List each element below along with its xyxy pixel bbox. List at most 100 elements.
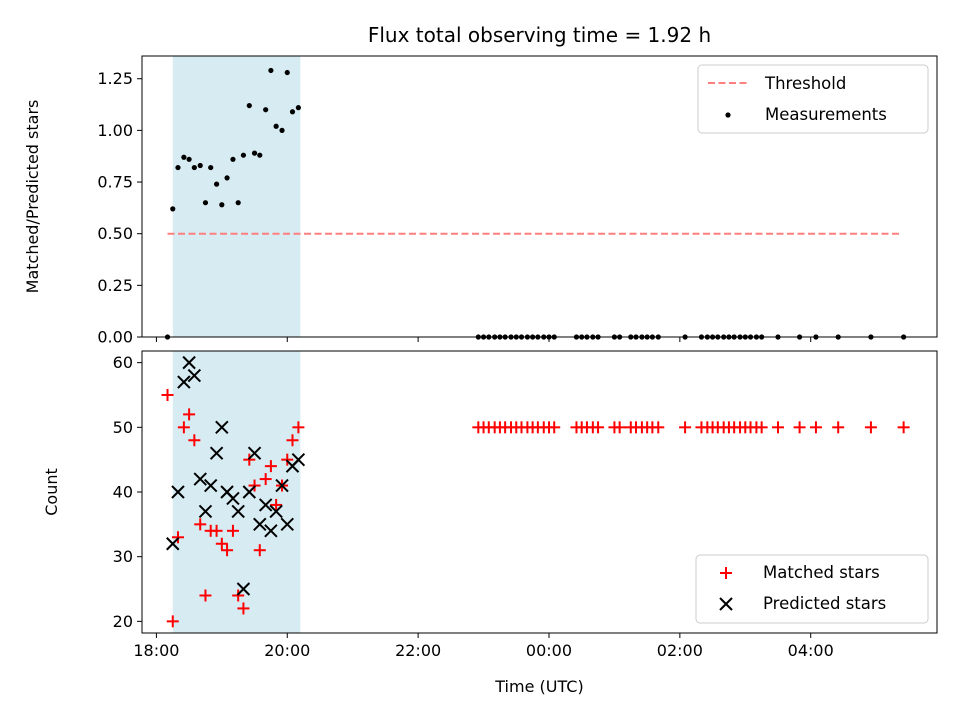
top-y-tick-label: 1.25	[97, 69, 133, 88]
bottom-x-ticks: 18:00 20:00 22:00 00:00 02:00 04:00	[133, 633, 834, 660]
matched-star-point	[161, 388, 174, 401]
bottom-y-tick-label: 50	[113, 418, 133, 437]
matched-star-point	[679, 421, 692, 434]
matched-star-point	[194, 518, 207, 531]
matched-star-point	[613, 421, 626, 434]
bottom-y-ticks: 20 30 40 50 60	[113, 353, 142, 631]
measurement-point	[295, 105, 301, 111]
top-x-ticks	[155, 337, 812, 342]
bottom-y-tick-label: 40	[113, 483, 133, 502]
matched-star-point	[264, 460, 277, 473]
measurement-point	[170, 206, 176, 212]
predicted-star-point	[236, 582, 251, 596]
legend-matched-label: Matched stars	[763, 563, 880, 582]
legend-predicted-label: Predicted stars	[763, 594, 886, 613]
matched-star-point	[166, 615, 179, 628]
matched-star-point	[259, 473, 272, 486]
predicted-star-point	[215, 420, 229, 435]
predicted-star-point	[269, 504, 283, 519]
top-y-tick-label: 0.00	[97, 328, 133, 347]
bottom-x-tick-label: 22:00	[395, 641, 441, 660]
matched-star-point	[270, 498, 283, 511]
measurement-point	[219, 202, 225, 208]
predicted-star-point	[226, 491, 240, 506]
bottom-shaded-region	[172, 351, 301, 633]
matched-star-point	[237, 602, 250, 615]
matched-star-point	[292, 421, 305, 434]
predicted-star-point	[264, 524, 278, 538]
matched-star-point	[210, 524, 223, 537]
top-legend-box	[697, 64, 929, 134]
x-axis-label: Time (UTC)	[494, 677, 583, 696]
measurements-series	[164, 67, 907, 340]
measurement-point	[230, 156, 236, 162]
bottom-x-tick-label: 00:00	[526, 641, 572, 660]
measurement-point	[197, 162, 203, 169]
matched-star-point	[755, 421, 768, 434]
bottom-x-tick-label: 18:00	[133, 641, 179, 660]
matched-star-point	[897, 421, 910, 434]
measurement-point	[251, 150, 258, 156]
bottom-legend-box	[695, 554, 929, 624]
matched-star-point	[215, 537, 228, 550]
bottom-x-tick-label: 20:00	[264, 641, 310, 660]
matched-star-point	[864, 421, 877, 434]
measurement-point	[202, 200, 209, 206]
legend-measurements-label: Measurements	[765, 105, 887, 124]
predicted-star-point	[198, 504, 213, 519]
predicted-stars-series	[166, 355, 306, 596]
matched-star-point	[832, 421, 845, 434]
bottom-axes-frame	[141, 350, 938, 634]
bottom-y-tick-label: 60	[113, 353, 133, 372]
matched-star-point	[199, 589, 212, 602]
measurement-point	[208, 164, 214, 171]
measurement-point	[257, 152, 263, 158]
top-y-tick-label: 0.75	[97, 173, 133, 192]
measurement-point	[181, 154, 187, 160]
top-y-ticks: 0.00 0.25 0.50 0.75 1.00 1.25	[97, 69, 142, 347]
bottom-y-axis-label: Count	[42, 468, 61, 516]
measurement-point	[235, 200, 241, 206]
matched-star-point	[226, 524, 239, 537]
measurement-point	[175, 164, 181, 171]
top-y-tick-label: 0.50	[97, 224, 133, 243]
matched-star-point	[253, 544, 266, 557]
top-y-tick-label: 0.25	[97, 276, 133, 295]
measurement-point	[273, 123, 279, 129]
predicted-star-point	[187, 368, 202, 383]
matched-star-point	[188, 434, 201, 447]
predicted-star-point	[253, 517, 267, 532]
top-legend: Threshold Measurements	[697, 64, 929, 134]
matched-star-point	[177, 421, 190, 434]
predicted-star-point	[275, 478, 289, 493]
top-plot: 0.00 0.25 0.50 0.75 1.00 1.25 Flux total obse…	[23, 23, 938, 347]
measurement-point	[268, 67, 274, 74]
matched-star-point	[221, 544, 234, 557]
top-shaded-region	[172, 56, 301, 337]
measurement-point	[240, 152, 247, 158]
predicted-star-point	[182, 355, 196, 370]
measurement-point	[224, 175, 230, 181]
predicted-star-point	[231, 504, 245, 519]
matched-star-point	[548, 421, 561, 434]
measurement-point	[279, 127, 285, 133]
predicted-star-point	[203, 478, 218, 493]
top-y-axis-label: Matched/Predicted stars	[23, 100, 42, 294]
measurement-point	[284, 69, 290, 76]
bottom-legend: Matched stars Predicted stars	[695, 554, 929, 624]
measurement-point	[246, 102, 252, 109]
bottom-x-tick-label: 02:00	[657, 641, 703, 660]
matched-star-point	[183, 408, 196, 421]
matched-star-point	[652, 421, 665, 434]
predicted-star-point	[291, 452, 306, 467]
predicted-star-point	[193, 472, 207, 486]
measurement-point	[213, 181, 220, 187]
bottom-plot: 20 30 40 50 60 18:00 20:00 22:00 00:00 02:00 04:0…	[42, 350, 938, 696]
matched-stars-series	[161, 388, 910, 628]
measurement-point	[186, 156, 192, 162]
predicted-star-point	[247, 446, 262, 460]
bottom-y-tick-label: 30	[113, 547, 133, 566]
matched-star-point	[793, 421, 806, 434]
predicted-star-point	[209, 446, 224, 460]
